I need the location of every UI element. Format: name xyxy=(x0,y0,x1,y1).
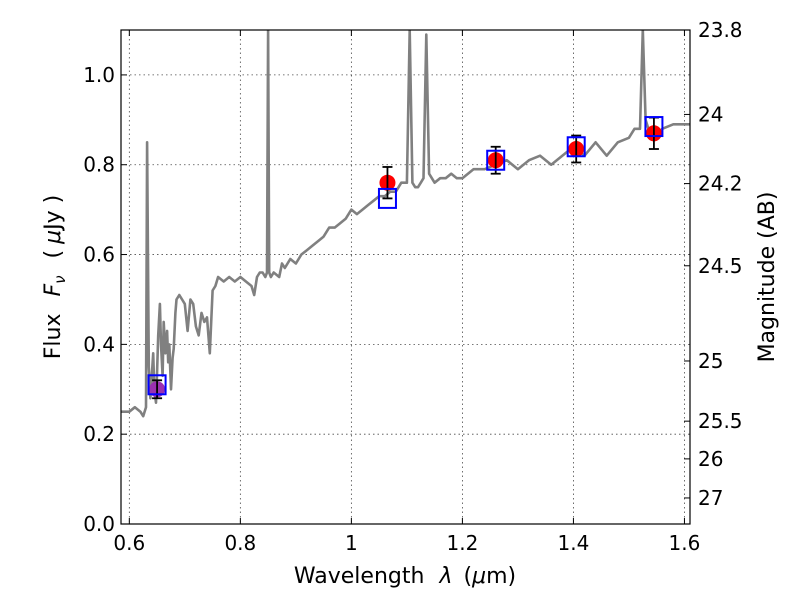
y-axis-label-main: Flux xyxy=(41,314,66,360)
model-spectrum-line xyxy=(121,30,690,418)
right-axis-label: Magnitude (AB) xyxy=(755,192,780,363)
x-tick-label: 1.4 xyxy=(558,531,590,555)
grid xyxy=(121,30,690,525)
x-axis-label-symbol: λ xyxy=(438,564,452,589)
y2-tick-label: 24.2 xyxy=(698,172,743,196)
x-axis-label-unit-open: ( xyxy=(463,564,472,589)
x-tick-label: 0.6 xyxy=(113,531,145,555)
y-axis-label: Flux Fν ( μJy ) xyxy=(41,195,71,359)
y2-tick-label: 27 xyxy=(698,486,723,510)
y-tick-label: 0.6 xyxy=(83,243,115,267)
y2-tick-label: 23.8 xyxy=(698,18,743,42)
x-tick-label: 1 xyxy=(345,531,358,555)
x-tick-label: 1.6 xyxy=(669,531,701,555)
y-tick-label: 0.0 xyxy=(83,512,115,536)
model-photometry-square xyxy=(377,187,397,209)
x-axis-label-unit-rest: m) xyxy=(486,564,516,589)
model-photometry-square xyxy=(147,374,167,396)
model-photometry-square xyxy=(486,149,506,171)
y-axis-label-subscript: ν xyxy=(51,275,69,283)
plot-frame xyxy=(120,29,691,525)
y-tick-label: 0.8 xyxy=(83,153,115,177)
y2-tick-label: 25 xyxy=(698,349,723,373)
y2-tick-label: 25.5 xyxy=(698,409,743,433)
y-axis-label-unit-mu: μ xyxy=(41,230,66,245)
y-tick-label: 1.0 xyxy=(83,63,115,87)
y-axis-label-symbol: F xyxy=(41,284,66,297)
y-axis-label-unit-open: ( xyxy=(41,250,66,259)
model-photometry-square xyxy=(644,116,664,138)
y-axis-label-unit-rest: Jy ) xyxy=(41,195,66,232)
y-tick-label: 0.2 xyxy=(83,422,115,446)
y2-tick-label: 26 xyxy=(698,447,723,471)
axis-ticks: 0.6 0.8 1 1.2 1.4 1.6 0.0 0.2 0.4 0.6 0.8 1.0 23.8 24… xyxy=(83,18,742,555)
plot-area xyxy=(121,30,690,418)
y2-tick-label: 24.5 xyxy=(698,254,743,278)
y-tick-label: 0.4 xyxy=(83,332,115,356)
model-photometry-square xyxy=(566,136,586,158)
y2-tick-label: 24 xyxy=(698,102,723,126)
x-tick-label: 0.8 xyxy=(224,531,256,555)
x-axis-label-main: Wavelength xyxy=(294,564,425,589)
x-tick-label: 1.2 xyxy=(446,531,478,555)
x-axis-label-unit-mu: μ xyxy=(471,564,486,589)
x-axis-label: Wavelength λ (μm) xyxy=(294,564,516,589)
